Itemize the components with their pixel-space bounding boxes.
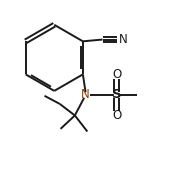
Text: S: S	[112, 88, 122, 101]
Text: N: N	[81, 88, 90, 101]
Text: O: O	[112, 68, 122, 80]
Text: N: N	[119, 33, 128, 46]
Text: O: O	[112, 109, 122, 122]
